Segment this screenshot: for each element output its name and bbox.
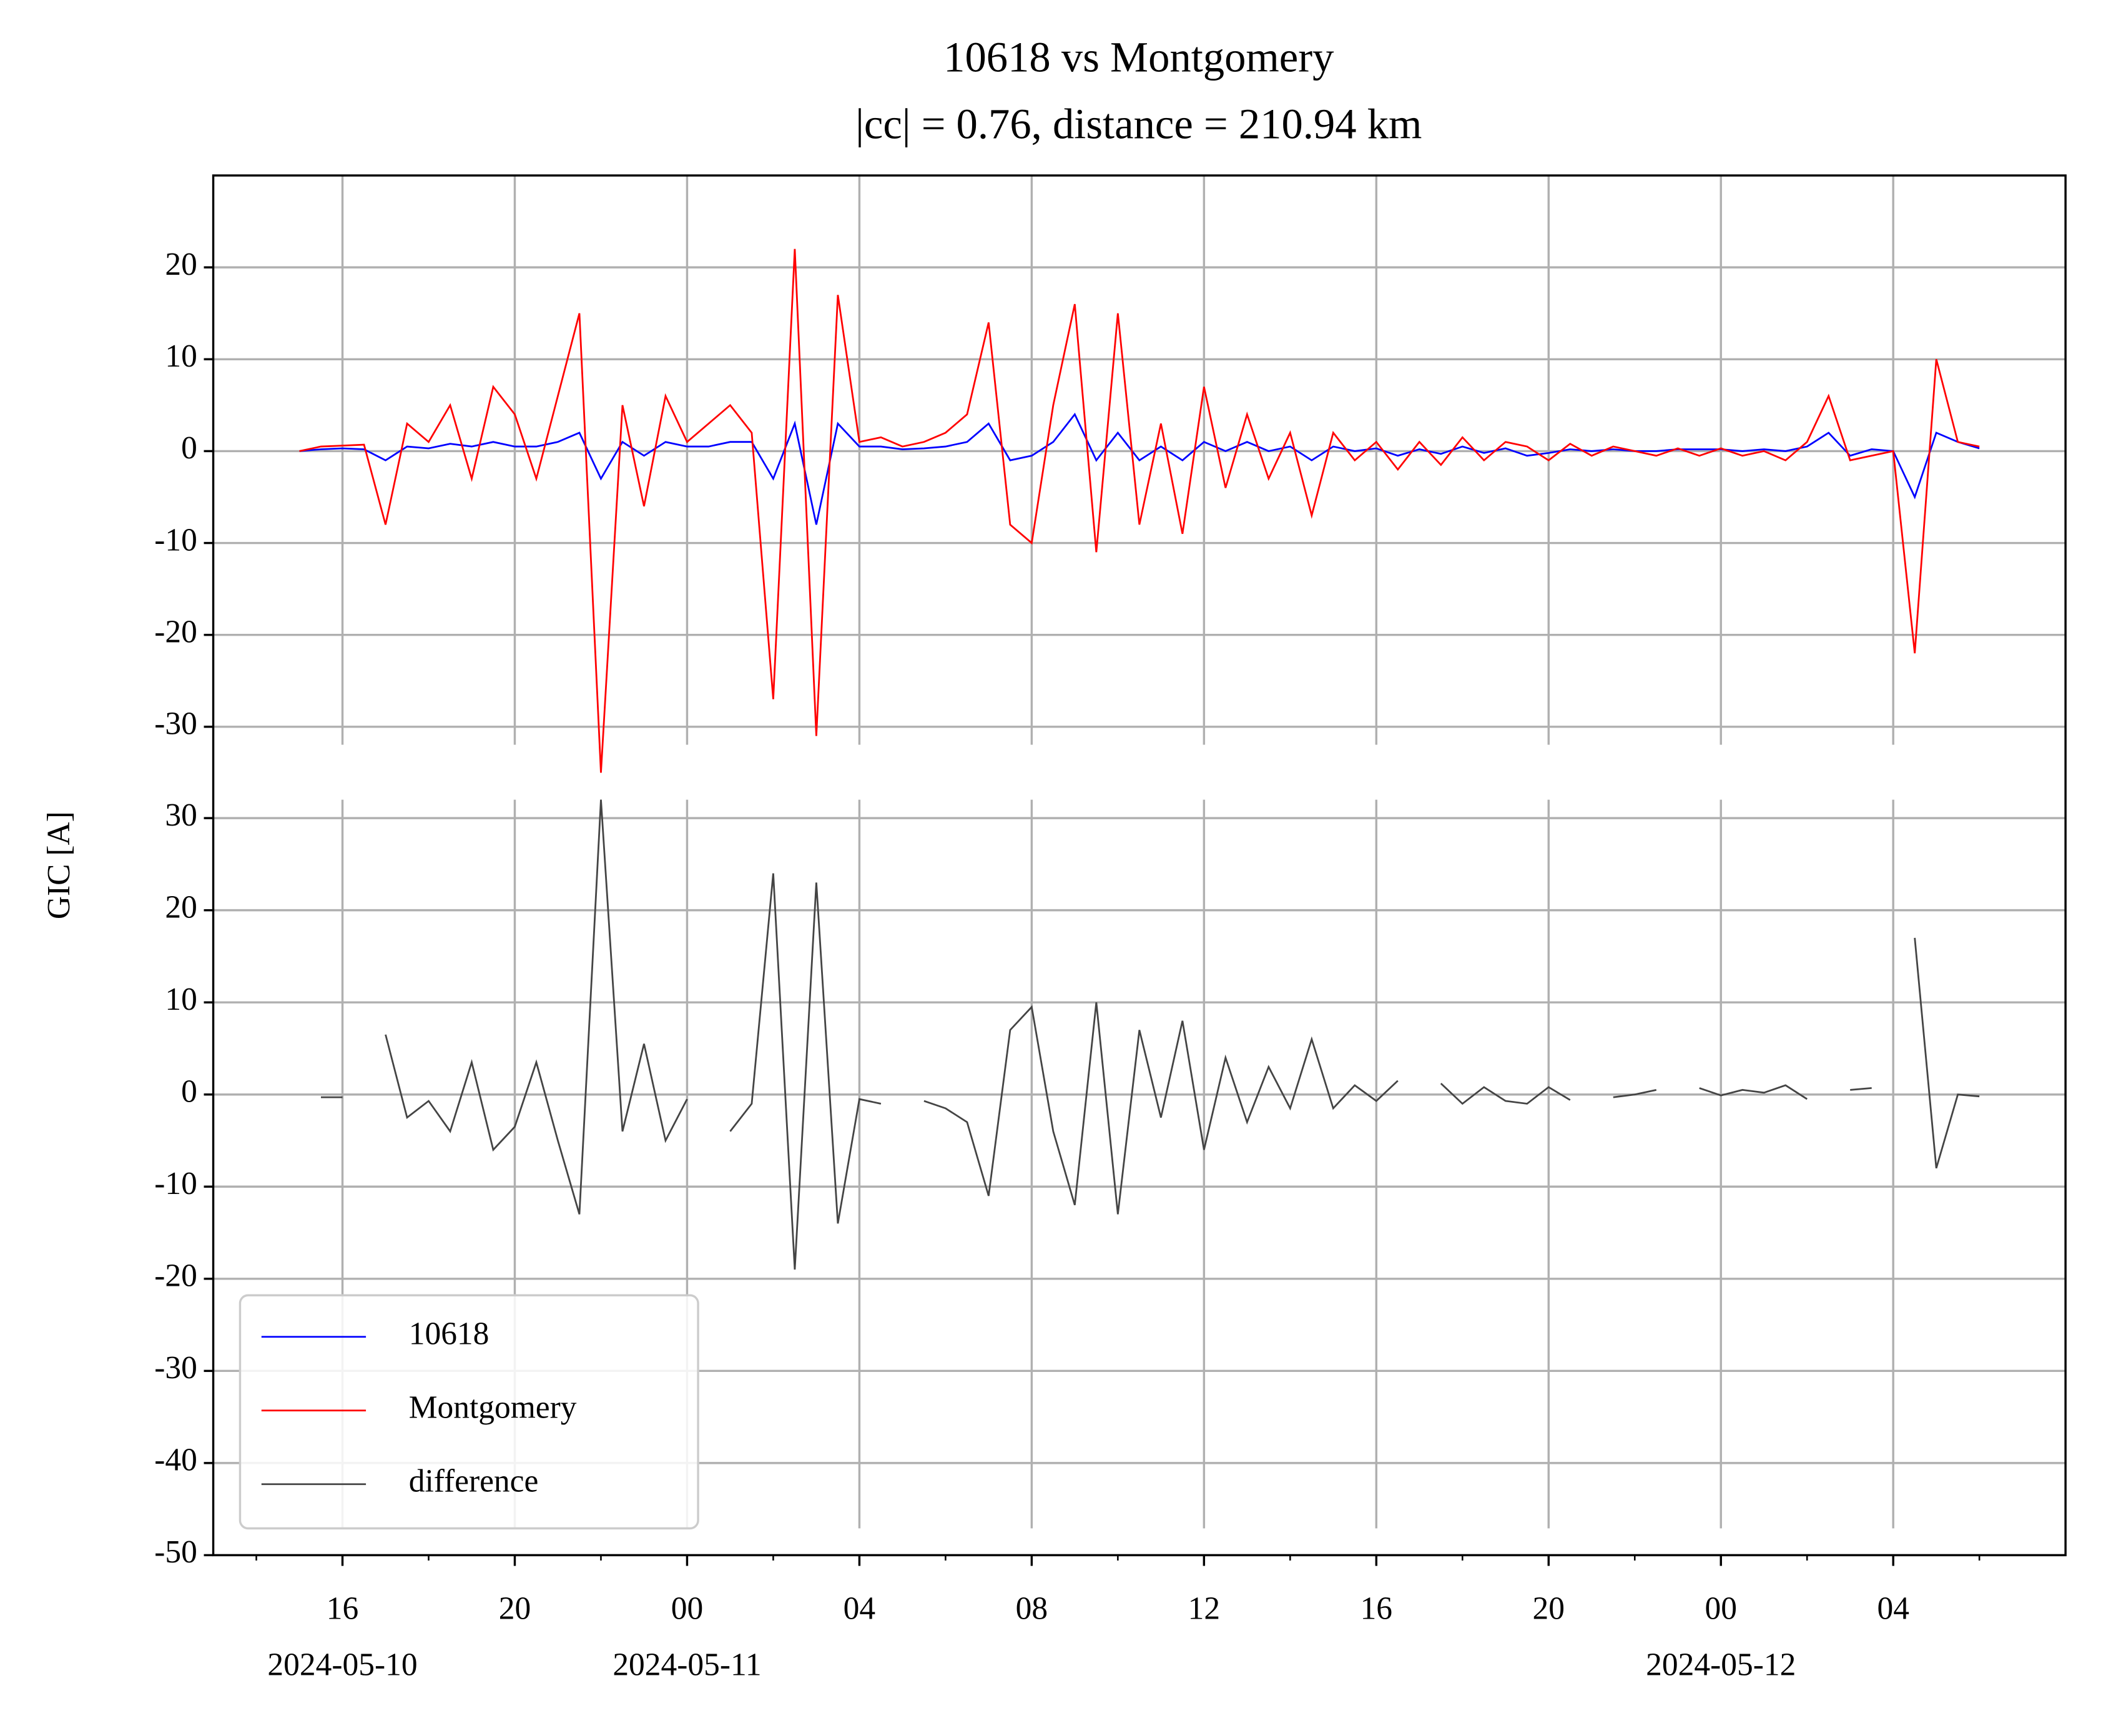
y-tick-label: 20 (165, 889, 197, 925)
x-tick-label: 00 (1705, 1591, 1737, 1626)
plot-frame (212, 174, 2067, 1557)
x-tick-label: 00 (671, 1591, 703, 1626)
x-date-label: 2024-05-11 (613, 1647, 761, 1682)
x-tick-label: 04 (1877, 1591, 1909, 1626)
legend-label: Montgomery (409, 1390, 577, 1426)
x-date-label: 2024-05-10 (267, 1647, 417, 1682)
x-tick-label: 16 (327, 1591, 358, 1626)
y-axis-label: GIC [A] (41, 811, 77, 919)
y-tick-label: -10 (154, 1166, 197, 1201)
chart-subtitle: |cc| = 0.76, distance = 210.94 km (855, 101, 1422, 148)
y-tick-label: -20 (154, 614, 197, 650)
chart-title: 10618 vs Montgomery (943, 33, 1334, 81)
series-line (1613, 1088, 1657, 1098)
x-tick-label: 12 (1188, 1591, 1220, 1626)
y-tick-label: -30 (154, 706, 197, 742)
legend-label: difference (409, 1464, 539, 1499)
series-line (1914, 937, 1980, 1169)
y-tick-label: 0 (181, 1074, 197, 1110)
series-line (1440, 1083, 1571, 1105)
y-tick-label: 10 (165, 982, 197, 1017)
y-tick-label: -10 (154, 522, 197, 558)
series-line (385, 799, 688, 1215)
x-tick-label: 04 (844, 1591, 875, 1626)
series-line (1699, 1084, 1808, 1100)
y-tick-label: -20 (154, 1258, 197, 1294)
y-tick-label: 0 (181, 430, 197, 466)
legend-box (239, 1294, 699, 1530)
series-line (1850, 1087, 1872, 1091)
x-tick-label: 08 (1016, 1591, 1048, 1626)
y-tick-label: -40 (154, 1443, 197, 1478)
series-line (299, 412, 1980, 525)
series-line (299, 249, 1980, 773)
y-tick-label: 20 (165, 247, 197, 282)
series-line (729, 873, 882, 1270)
y-tick-label: 10 (165, 338, 197, 374)
x-tick-label: 20 (1533, 1591, 1565, 1626)
x-date-label: 2024-05-12 (1646, 1647, 1796, 1682)
series-line (923, 1002, 1399, 1215)
x-tick-label: 16 (1361, 1591, 1392, 1626)
legend-label: 10618 (409, 1316, 490, 1352)
y-tick-label: 30 (165, 797, 197, 833)
x-tick-label: 20 (499, 1591, 531, 1626)
y-tick-label: -50 (154, 1534, 197, 1570)
y-tick-label: -30 (154, 1350, 197, 1386)
